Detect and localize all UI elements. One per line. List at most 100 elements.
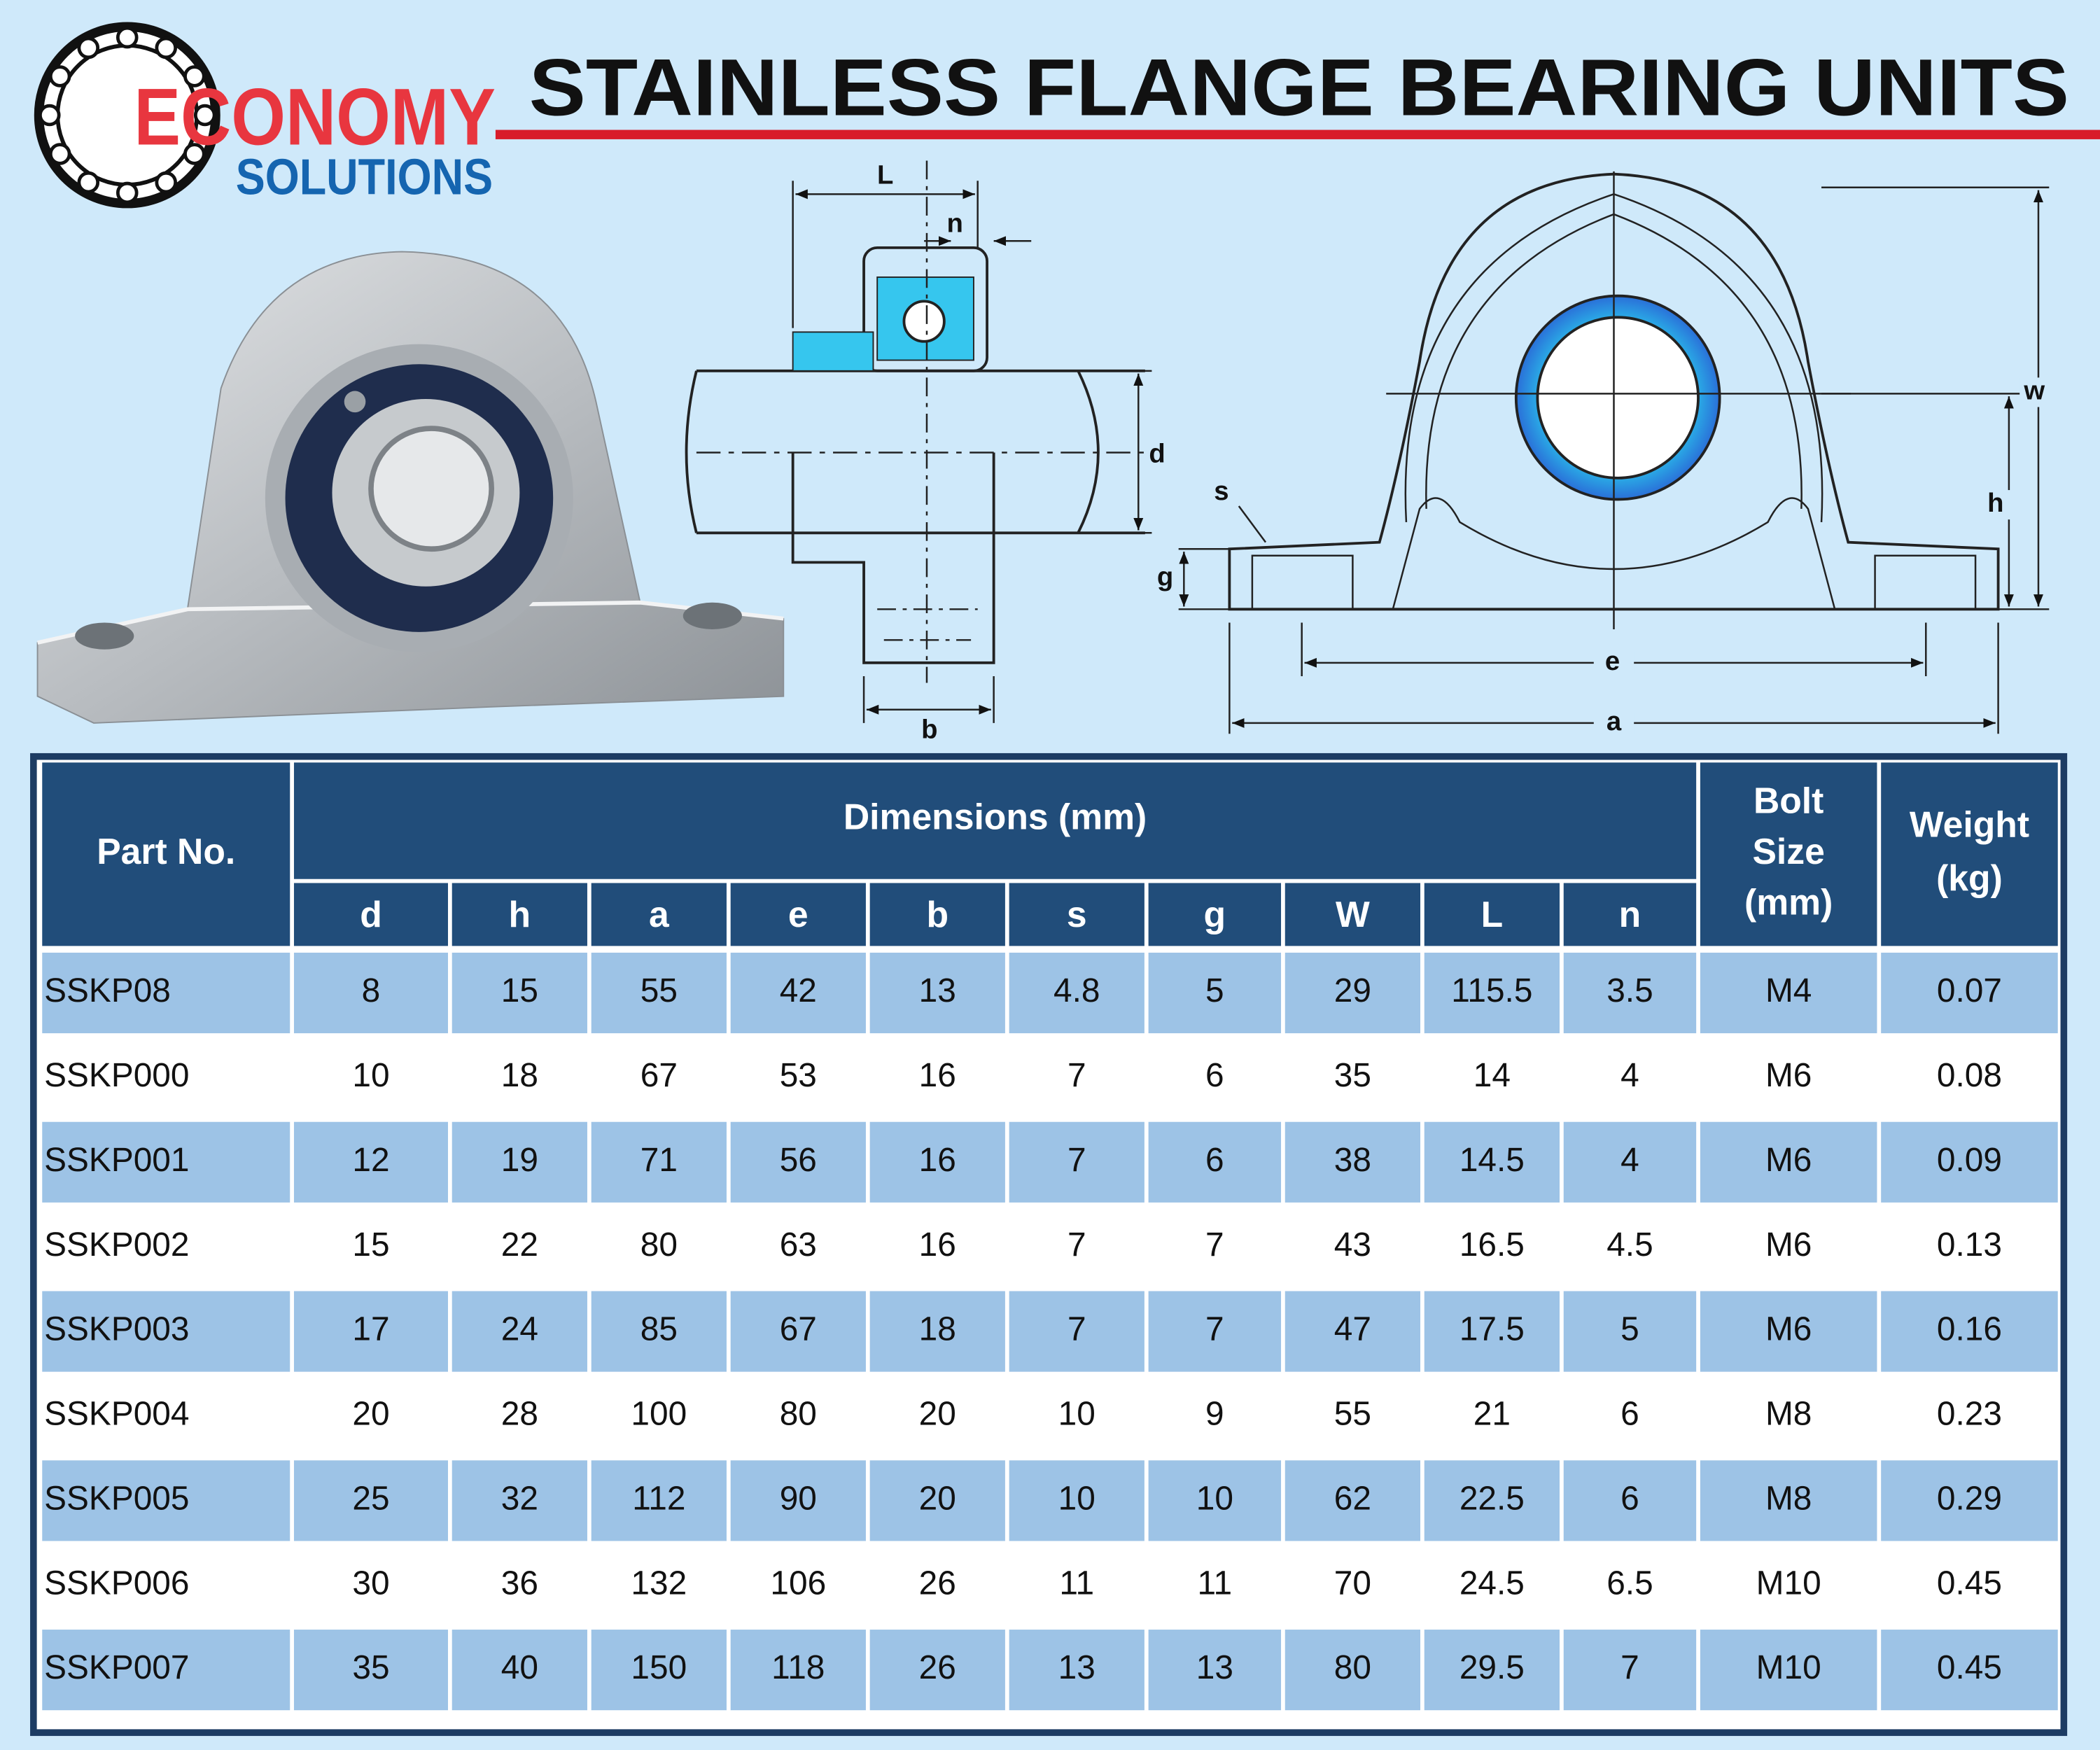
table-cell	[42, 1545, 290, 1626]
product-image	[36, 251, 785, 724]
cell-text: 28	[501, 1396, 538, 1433]
cell-text: 7	[1620, 1649, 1639, 1686]
cell-text: 8	[362, 972, 381, 1009]
cell-text: 40	[501, 1649, 538, 1686]
cell-text: 106	[770, 1564, 826, 1602]
cell-text: 70	[1334, 1564, 1371, 1602]
cell-text: 11	[1198, 1564, 1233, 1602]
cell-text: 10	[1058, 1480, 1096, 1517]
table-cell	[1284, 1630, 1421, 1711]
table-cell	[1881, 1545, 2058, 1626]
product-image-circle	[368, 426, 494, 552]
table-cell	[1009, 1376, 1144, 1457]
cell-text: M8	[1765, 1480, 1812, 1517]
cell-text: 55	[640, 972, 678, 1009]
table-cell	[1284, 1376, 1421, 1457]
cell-text: 63	[780, 1226, 817, 1264]
cell-text: 0.23	[1937, 1396, 2002, 1433]
header-text: W	[1336, 894, 1370, 934]
table-cell	[591, 1291, 727, 1372]
table-cell	[1700, 1545, 1877, 1626]
cell-text: SSKP08	[44, 972, 171, 1009]
front-drawing-rect	[1992, 490, 2025, 520]
table-cell	[1881, 1206, 2058, 1287]
table-cell	[451, 1376, 587, 1457]
cell-text: 20	[352, 1396, 389, 1433]
cell-text: 4.5	[1606, 1226, 1653, 1264]
table-cell	[1563, 1206, 1697, 1287]
dim-label: h	[1987, 488, 2003, 518]
table-cell	[1424, 1037, 1560, 1118]
cell-text: 10	[352, 1057, 389, 1094]
table-cell	[730, 1206, 866, 1287]
cell-text: 11	[1059, 1564, 1094, 1602]
table-cell	[451, 883, 587, 946]
cell-text: 5	[1620, 1311, 1639, 1348]
table-cell	[1009, 1630, 1144, 1711]
table-cell	[1424, 1121, 1560, 1203]
table-cell	[869, 1121, 1005, 1203]
table-cell	[1563, 1121, 1697, 1203]
cell-text: 4	[1620, 1142, 1639, 1179]
table-cell	[42, 1376, 290, 1457]
table-cell	[1148, 1376, 1282, 1457]
cell-text: 115.5	[1451, 972, 1532, 1009]
cell-text: 15	[352, 1226, 389, 1264]
cell-text: M6	[1765, 1226, 1812, 1264]
cell-text: 5	[1205, 972, 1224, 1009]
table-cell	[42, 1460, 290, 1541]
table-cell	[1424, 1545, 1560, 1626]
cell-text: 112	[632, 1480, 685, 1517]
header-text: Part No.	[97, 831, 235, 872]
logo: ECONOMY SOLUTIONS	[34, 22, 496, 209]
cell-text: 6	[1620, 1396, 1639, 1433]
logo-ball	[193, 104, 216, 127]
table-cell	[451, 952, 587, 1034]
table-cell	[1881, 1121, 2058, 1203]
header-text: Weight	[1910, 804, 2029, 845]
cell-text: M10	[1756, 1649, 1821, 1686]
table-cell	[1009, 1291, 1144, 1372]
cell-text: 36	[501, 1564, 538, 1602]
logo-ball	[38, 104, 61, 127]
side-drawing-path	[877, 160, 978, 683]
cell-text: 24	[501, 1311, 538, 1348]
table-cell	[1881, 1376, 2058, 1457]
table-cell	[1424, 952, 1560, 1034]
cell-text: 29	[1334, 972, 1371, 1009]
table-cell	[1563, 1376, 1697, 1457]
cell-text: 0.29	[1937, 1480, 2002, 1517]
cell-text: 4.8	[1054, 972, 1100, 1009]
table-cell	[591, 1121, 727, 1203]
spec-table: Part No. Dimensions (mm) Bolt Size (mm) Weigh…	[30, 752, 2068, 1736]
table-cell	[1148, 1037, 1282, 1118]
table-cell	[1148, 1206, 1282, 1287]
cell-text: SSKP005	[44, 1480, 189, 1517]
table-cell	[42, 952, 290, 1034]
cell-text: 32	[501, 1480, 538, 1517]
table-cell	[1284, 952, 1421, 1034]
table-cell	[1424, 1630, 1560, 1711]
cell-text: 13	[919, 972, 956, 1009]
table-cell	[591, 883, 727, 946]
cell-text: 12	[352, 1142, 389, 1179]
cell-text: 26	[919, 1564, 956, 1602]
header-text: g	[1204, 894, 1226, 934]
cell-text: 20	[919, 1396, 956, 1433]
header-text: b	[927, 894, 949, 934]
cell-text: 19	[501, 1142, 538, 1179]
logo-ball	[77, 171, 100, 194]
table-cell	[1148, 1630, 1282, 1711]
header-text: Dimensions (mm)	[844, 796, 1147, 836]
logo-ball	[155, 171, 178, 194]
table-cell	[591, 1630, 727, 1711]
cell-text: 47	[1334, 1311, 1371, 1348]
cell-text: 0.13	[1937, 1226, 2002, 1264]
cell-text: 0.16	[1937, 1311, 2002, 1348]
cell-text: M10	[1756, 1564, 1821, 1602]
cell-text: 62	[1334, 1480, 1371, 1517]
table-cell	[1563, 952, 1697, 1034]
dim-label: s	[1214, 476, 1228, 506]
table-cell	[1284, 1460, 1421, 1541]
